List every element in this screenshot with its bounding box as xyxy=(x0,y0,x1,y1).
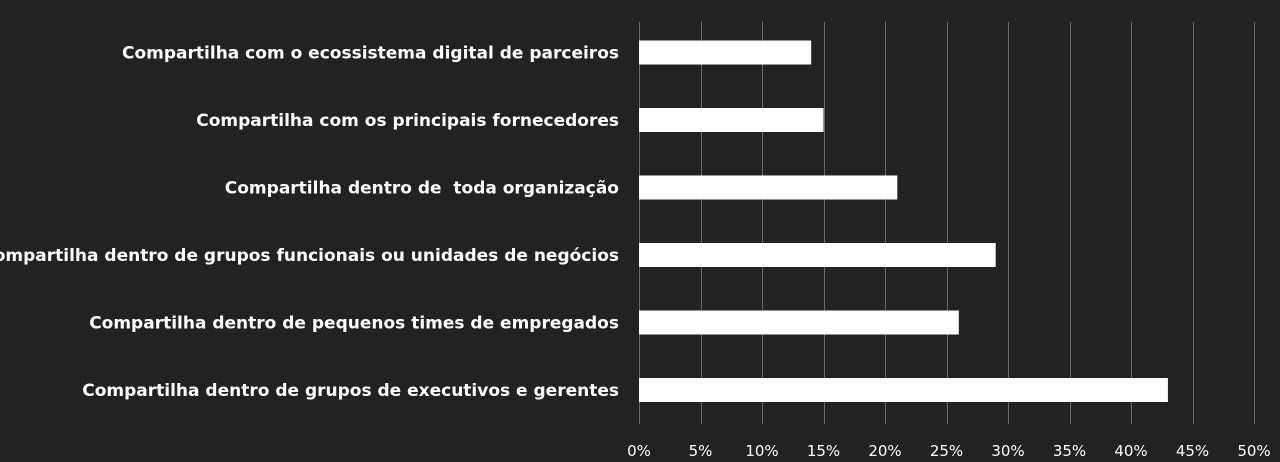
category-label: Compartilha com os principais fornecedor… xyxy=(196,111,619,131)
x-tick-label: 15% xyxy=(807,442,840,460)
bar xyxy=(639,108,824,132)
category-labels: Compartilha com o ecossistema digital de… xyxy=(0,44,619,402)
x-tick-label: 35% xyxy=(1053,442,1086,460)
bar xyxy=(639,310,959,335)
category-label: Compartilha com o ecossistema digital de… xyxy=(122,44,619,64)
x-tick-label: 10% xyxy=(745,442,778,460)
x-axis-tick-labels: 0% 5% 10% 15% 20% 25% 30% 35% 40% 45% 50% xyxy=(627,442,1271,460)
x-tick-label: 0% xyxy=(627,442,651,460)
category-label: Compartilha dentro de pequenos times de … xyxy=(89,314,619,334)
category-label: Compartilha dentro de toda organização xyxy=(225,179,619,199)
bars xyxy=(639,40,1168,402)
category-label: Compartilha dentro de grupos de executiv… xyxy=(82,381,619,401)
bar xyxy=(639,378,1168,402)
x-tick-label: 40% xyxy=(1114,442,1147,460)
x-tick-label: 30% xyxy=(991,442,1024,460)
bar xyxy=(639,175,898,200)
gridlines xyxy=(639,22,1255,424)
x-tick-label: 50% xyxy=(1237,442,1270,460)
bar xyxy=(639,40,812,65)
x-tick-label: 20% xyxy=(868,442,901,460)
category-label: Compartilha dentro de grupos funcionais … xyxy=(0,246,619,266)
x-tick-label: 25% xyxy=(930,442,963,460)
bar xyxy=(639,243,996,267)
x-tick-label: 45% xyxy=(1176,442,1209,460)
x-tick-label: 5% xyxy=(689,442,713,460)
